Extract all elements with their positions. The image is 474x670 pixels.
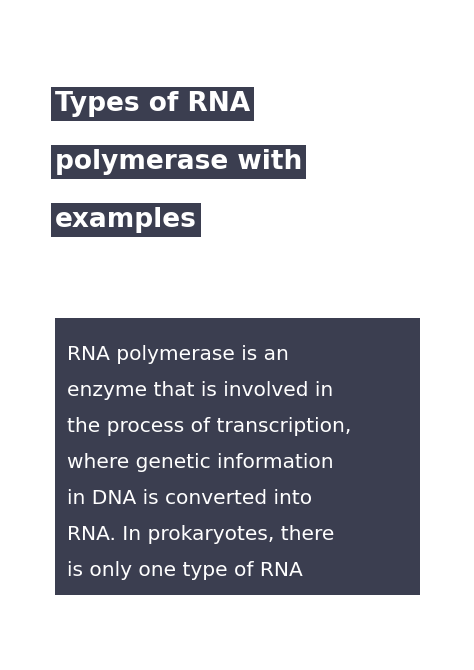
Text: enzyme that is involved in: enzyme that is involved in [67,381,333,399]
Text: where genetic information: where genetic information [67,452,334,472]
Text: RNA polymerase is an: RNA polymerase is an [67,344,289,364]
Text: Types of RNA: Types of RNA [55,91,250,117]
Text: polymerase, while in: polymerase, while in [67,596,276,616]
Text: examples: examples [55,207,197,233]
Text: polymerase with: polymerase with [55,149,302,175]
Text: the process of transcription,: the process of transcription, [67,417,351,436]
Text: in DNA is converted into: in DNA is converted into [67,488,312,507]
Text: is only one type of RNA: is only one type of RNA [67,561,303,580]
Bar [55,318,420,595]
Text: RNA. In prokaryotes, there: RNA. In prokaryotes, there [67,525,334,543]
